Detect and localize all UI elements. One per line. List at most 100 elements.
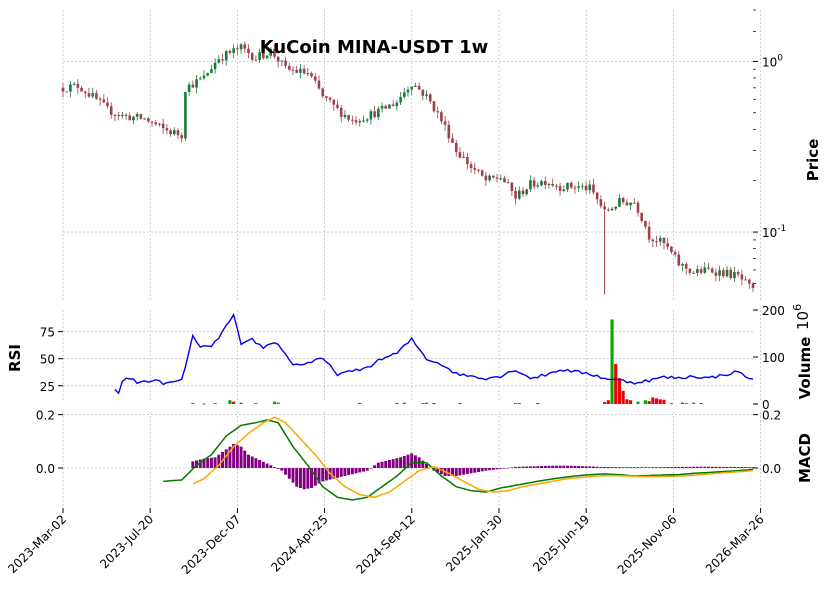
macd-histogram-bar: [606, 467, 610, 468]
macd-histogram-bar: [718, 466, 722, 468]
macd-histogram-bar: [206, 458, 210, 468]
macd-histogram-bar: [224, 449, 228, 468]
macd-histogram-bar: [306, 468, 310, 489]
candle-body: [710, 268, 714, 273]
volume-bar: [603, 402, 607, 404]
candle-body: [543, 180, 547, 185]
candle-body: [655, 241, 658, 243]
candle-body: [243, 44, 247, 49]
candle-body: [265, 55, 269, 59]
candle-body: [592, 184, 595, 193]
macd-histogram-bar: [484, 468, 488, 471]
rsi-tick-label: 25: [40, 380, 55, 394]
macd-histogram-bar: [514, 466, 518, 468]
candle-body: [651, 239, 655, 242]
candle-body: [291, 69, 295, 71]
macd-histogram-bar: [317, 468, 321, 484]
candle-body: [262, 52, 265, 59]
macd-histogram-bar: [677, 466, 681, 468]
candle-body: [736, 271, 740, 275]
volume-bar: [669, 403, 673, 405]
candle-body: [480, 170, 484, 176]
candle-body: [417, 85, 421, 90]
x-tick-label: 2024-Apr-25: [268, 512, 330, 574]
macd-histogram-bar: [636, 467, 640, 468]
macd-histogram-bar: [447, 468, 451, 476]
macd-histogram-bar: [395, 458, 399, 468]
macd-histogram-bar: [643, 467, 647, 468]
macd-histogram-bar: [610, 467, 614, 468]
macd-histogram-bar: [655, 467, 659, 468]
candle-body: [384, 105, 388, 109]
macd-histogram-bar: [332, 468, 336, 479]
macd-histogram-bar: [380, 461, 384, 468]
candle-body: [195, 79, 198, 88]
candle-body: [187, 84, 191, 92]
volume-bar: [625, 399, 629, 404]
candle-body: [573, 187, 577, 189]
candle-body: [210, 69, 213, 74]
macd-histogram-bar: [195, 460, 199, 468]
candle-body: [121, 114, 124, 116]
price-axis-label: Price: [804, 139, 822, 182]
macd-histogram-bar: [714, 466, 718, 468]
volume-bar: [424, 402, 429, 404]
candle-body: [377, 108, 380, 118]
macd-histogram-bar: [506, 467, 510, 469]
x-tick-label: 2026-Mar-26: [703, 512, 767, 576]
macd-histogram-bar: [640, 467, 644, 468]
candle-body: [198, 78, 202, 80]
candle-body: [232, 48, 235, 53]
candle-body: [287, 65, 291, 70]
volume-bar: [643, 400, 647, 404]
macd-histogram-bar: [528, 466, 532, 468]
candle-body: [83, 91, 87, 94]
volume-tick-label: 0: [762, 398, 770, 412]
macd-histogram-bar: [247, 454, 250, 468]
candle-body: [369, 111, 373, 120]
candle-body: [425, 94, 428, 96]
candle-body: [629, 202, 632, 206]
candle-body: [499, 178, 503, 180]
candle-body: [373, 111, 376, 118]
candle-body: [722, 270, 725, 277]
candle-body: [254, 59, 258, 61]
macd-histogram-bar: [521, 466, 525, 468]
candle-body: [239, 44, 243, 50]
macd-histogram-bar: [250, 456, 254, 468]
macd-histogram-bar: [614, 467, 618, 468]
candle-body: [540, 180, 543, 186]
candle-body: [176, 130, 180, 136]
macd-histogram-bar: [473, 468, 477, 473]
candle-body: [354, 120, 358, 123]
macd-histogram-bar: [439, 468, 443, 475]
macd-histogram-bar: [499, 468, 503, 469]
macd-histogram-bar: [376, 462, 380, 468]
candle-body: [751, 283, 755, 288]
volume-bar: [213, 403, 217, 405]
rsi-tick-label: 75: [40, 326, 55, 340]
macd-panel: [163, 416, 755, 501]
macd-histogram-bar: [699, 466, 703, 468]
macd-histogram-bar: [658, 467, 662, 468]
candle-body: [673, 252, 677, 255]
candle-body: [391, 104, 395, 107]
candle-body: [362, 120, 365, 122]
candle-body: [306, 73, 310, 75]
candle-body: [466, 156, 469, 165]
candle-body: [150, 121, 154, 123]
macd-histogram-bar: [235, 445, 239, 468]
candle-body: [299, 68, 302, 73]
candle-body: [618, 198, 621, 207]
macd-tick-label-left: 0.2: [36, 409, 55, 423]
candle-body: [521, 190, 525, 195]
macd-histogram-bar: [284, 468, 288, 475]
candle-body: [72, 83, 76, 85]
volume-bar: [191, 403, 195, 405]
macd-histogram-bar: [558, 465, 562, 468]
macd-histogram-bar: [451, 468, 454, 476]
macd-histogram-bar: [258, 460, 262, 468]
candle-body: [607, 209, 610, 211]
x-tick-label: 2023-Dec-07: [179, 512, 244, 577]
candle-body: [395, 102, 399, 107]
